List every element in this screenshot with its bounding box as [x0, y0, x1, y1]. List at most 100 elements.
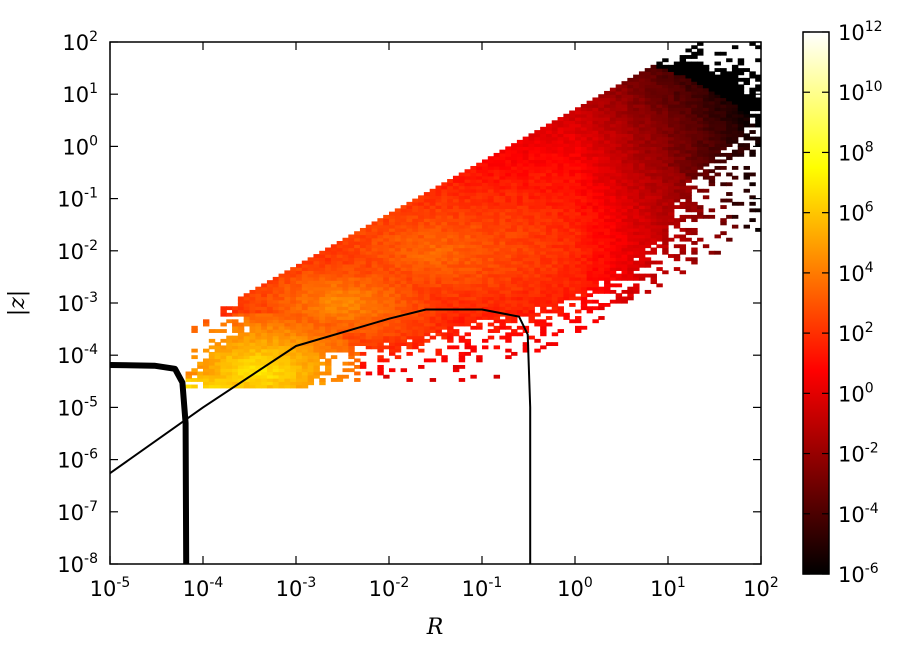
- heatmap-cell: [342, 270, 349, 275]
- heatmap-cell: [592, 152, 599, 157]
- heatmap-cell: [528, 263, 535, 268]
- heatmap-cell: [487, 234, 495, 239]
- heatmap-cell: [586, 123, 594, 128]
- heatmap-cell: [656, 87, 663, 92]
- heatmap-cell: [656, 172, 663, 177]
- heatmap-cell: [284, 378, 291, 382]
- heatmap-cell: [278, 358, 285, 363]
- heatmap-cell: [476, 244, 483, 249]
- heatmap-cell: [755, 139, 761, 144]
- heatmap-cell: [685, 130, 692, 134]
- heatmap-cell: [650, 175, 657, 180]
- heatmap-cell: [383, 218, 390, 223]
- heatmap-cell: [551, 172, 559, 177]
- heatmap-cell: [615, 103, 623, 108]
- heatmap-cell: [633, 84, 640, 89]
- heatmap-cell: [464, 195, 471, 200]
- heatmap-cell: [644, 205, 652, 209]
- heatmap-cell: [505, 198, 512, 203]
- heatmap-cell: [447, 247, 454, 252]
- heatmap-cell: [563, 198, 570, 203]
- heatmap-cell: [261, 351, 268, 356]
- heatmap-cell: [406, 214, 413, 219]
- heatmap-cell: [429, 257, 437, 262]
- heatmap-cell: [452, 179, 460, 183]
- heatmap-cell: [575, 309, 582, 314]
- heatmap-cell: [336, 316, 344, 320]
- heatmap-cell: [615, 143, 623, 147]
- heatmap-cell: [726, 139, 733, 144]
- heatmap-cell: [423, 322, 431, 327]
- heatmap-cell: [714, 172, 721, 177]
- heatmap-cell: [720, 97, 727, 102]
- heatmap-cell: [476, 296, 483, 301]
- heatmap-cell: [482, 273, 489, 278]
- heatmap-cell: [604, 283, 611, 288]
- heatmap-cell: [354, 296, 361, 301]
- heatmap-cell: [406, 208, 413, 213]
- heatmap-cell: [359, 364, 367, 369]
- heatmap-cell: [679, 237, 687, 242]
- heatmap-cell: [737, 97, 745, 102]
- heatmap-cell: [499, 214, 506, 219]
- heatmap-cell: [458, 234, 466, 239]
- heatmap-cell: [737, 117, 745, 121]
- heatmap-cell: [429, 237, 437, 242]
- heatmap-cell: [656, 195, 663, 200]
- heatmap-cell: [575, 117, 582, 121]
- heatmap-cell: [638, 273, 646, 278]
- heatmap-cell: [540, 214, 547, 219]
- heatmap-cell: [627, 126, 634, 131]
- heatmap-cell: [313, 329, 320, 333]
- heatmap-cell: [290, 384, 297, 389]
- heatmap-cell: [313, 361, 320, 366]
- heatmap-cell: [284, 289, 291, 294]
- heatmap-cell: [383, 303, 390, 307]
- heatmap-cell: [505, 260, 512, 265]
- heatmap-cell: [400, 342, 408, 347]
- heatmap-cell: [389, 289, 396, 294]
- heatmap-cell: [580, 224, 588, 229]
- heatmap-cell: [592, 185, 599, 190]
- heatmap-cell: [296, 267, 303, 271]
- heatmap-cell: [458, 270, 466, 275]
- heatmap-cell: [551, 273, 559, 278]
- heatmap-cell: [638, 97, 646, 102]
- heatmap-cell: [476, 293, 483, 298]
- heatmap-cell: [296, 273, 303, 278]
- heatmap-cell: [708, 149, 716, 154]
- heatmap-cell: [458, 218, 466, 223]
- heatmap-cell: [633, 182, 640, 187]
- heatmap-cell: [615, 276, 623, 281]
- heatmap-cell: [592, 188, 599, 193]
- heatmap-cell: [679, 195, 687, 200]
- heatmap-cell: [232, 364, 239, 369]
- heatmap-cell: [325, 338, 332, 343]
- heatmap-cell: [633, 103, 640, 108]
- heatmap-cell: [586, 221, 594, 226]
- heatmap-cell: [482, 192, 489, 196]
- heatmap-cell: [464, 234, 471, 239]
- heatmap-cell: [604, 94, 611, 99]
- heatmap-cell: [604, 273, 611, 278]
- heatmap-cell: [569, 133, 576, 138]
- heatmap-cell: [377, 247, 384, 252]
- heatmap-cell: [557, 188, 564, 193]
- heatmap-cell: [452, 218, 460, 223]
- heatmap-cell: [551, 126, 559, 131]
- heatmap-cell: [429, 289, 437, 294]
- heatmap-cell: [255, 355, 262, 360]
- heatmap-cell: [563, 280, 570, 285]
- heatmap-cell: [377, 358, 384, 363]
- heatmap-cell: [673, 156, 681, 161]
- heatmap-cell: [435, 319, 442, 324]
- heatmap-cell: [575, 172, 582, 177]
- heatmap-cell: [545, 293, 553, 298]
- heatmap-cell: [731, 87, 739, 92]
- heatmap-cell: [325, 309, 332, 314]
- heatmap-cell: [296, 381, 303, 386]
- heatmap-cell: [528, 273, 535, 278]
- heatmap-cell: [389, 237, 396, 242]
- heatmap-cell: [423, 283, 431, 288]
- heatmap-cell: [522, 143, 530, 147]
